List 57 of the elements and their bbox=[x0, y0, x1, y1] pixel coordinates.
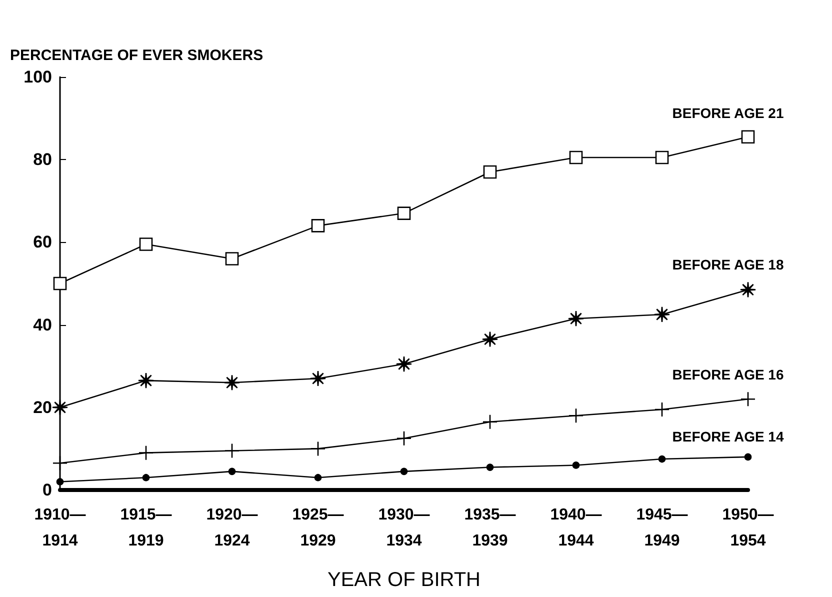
point bbox=[741, 130, 755, 144]
point bbox=[310, 441, 326, 456]
y-tick-label: 100 bbox=[24, 68, 52, 86]
x-tick-label: 1920— 1924 bbox=[206, 506, 258, 550]
point bbox=[482, 414, 498, 430]
point bbox=[740, 391, 756, 407]
y-tick-label: 80 bbox=[33, 150, 52, 170]
point bbox=[139, 238, 153, 251]
x-tick-label: 1925— 1929 bbox=[292, 506, 344, 550]
point bbox=[483, 165, 497, 179]
point bbox=[568, 408, 584, 424]
point bbox=[224, 374, 240, 391]
point bbox=[400, 468, 408, 476]
point bbox=[740, 282, 756, 298]
point bbox=[228, 468, 236, 476]
y-tick-label: 20 bbox=[33, 398, 52, 417]
y-tick-label: 40 bbox=[33, 315, 52, 334]
point bbox=[655, 150, 669, 164]
point bbox=[310, 370, 326, 387]
point bbox=[311, 219, 325, 232]
point bbox=[138, 372, 154, 389]
point bbox=[56, 478, 64, 486]
point bbox=[52, 456, 68, 471]
point bbox=[397, 206, 411, 220]
point bbox=[482, 331, 498, 348]
point bbox=[568, 310, 584, 327]
series-label: BEFORE AGE 21 bbox=[672, 105, 784, 122]
point bbox=[142, 474, 150, 482]
series-label: BEFORE AGE 18 bbox=[672, 256, 784, 273]
point bbox=[572, 462, 580, 469]
y-axis-title: PERCENTAGE OF EVER SMOKERS bbox=[10, 47, 264, 64]
point bbox=[225, 252, 239, 266]
point bbox=[654, 402, 670, 418]
x-tick-label: 1935— 1939 bbox=[464, 506, 516, 550]
x-tick-label: 1950— 1954 bbox=[722, 506, 774, 550]
point bbox=[569, 150, 583, 164]
point bbox=[658, 455, 666, 463]
point bbox=[744, 453, 752, 461]
point bbox=[654, 306, 670, 323]
x-tick-label: 1915— 1919 bbox=[120, 506, 172, 550]
point bbox=[52, 399, 68, 416]
point bbox=[314, 474, 322, 482]
point bbox=[53, 276, 67, 290]
x-tick-label: 1945— 1949 bbox=[636, 506, 688, 550]
point bbox=[396, 356, 412, 372]
x-tick-label: 1930— 1934 bbox=[378, 506, 430, 550]
point bbox=[138, 445, 154, 460]
y-tick-label: 0 bbox=[42, 480, 52, 500]
x-axis-title: YEAR OF BIRTH bbox=[328, 569, 480, 591]
x-tick-label: 1910— 1914 bbox=[34, 506, 86, 550]
point bbox=[486, 464, 494, 471]
series-label: BEFORE AGE 16 bbox=[672, 366, 784, 382]
series-label: BEFORE AGE 14 bbox=[672, 428, 784, 444]
x-tick-label: 1940— 1944 bbox=[550, 506, 602, 550]
point bbox=[396, 430, 412, 446]
point bbox=[224, 443, 240, 458]
y-tick-label: 60 bbox=[33, 232, 52, 252]
